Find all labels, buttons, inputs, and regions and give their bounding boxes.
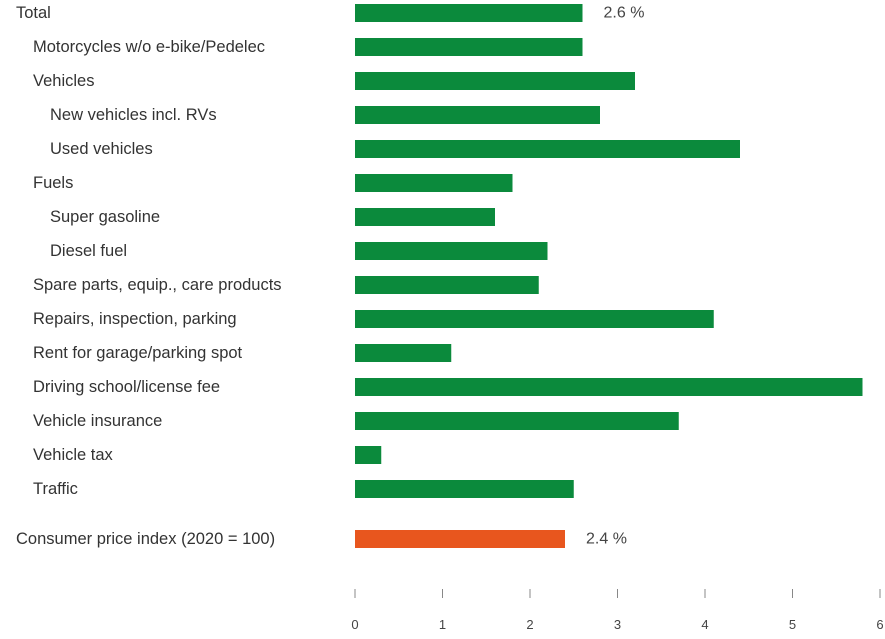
cpi-bar <box>355 530 565 548</box>
bar <box>355 140 740 158</box>
category-label: Used vehicles <box>50 140 153 158</box>
x-tick-label: 2 <box>526 617 533 632</box>
bar <box>355 38 583 56</box>
category-label: Driving school/license fee <box>33 378 220 396</box>
category-label: Consumer price index (2020 = 100) <box>16 530 275 548</box>
x-tick-label: 4 <box>701 617 708 632</box>
category-label: Vehicles <box>33 72 94 90</box>
x-tick-label: 0 <box>351 617 358 632</box>
category-label: Total <box>16 4 51 22</box>
category-label: Spare parts, equip., care products <box>33 276 282 294</box>
bar <box>355 446 382 464</box>
bar <box>355 208 495 226</box>
category-labels: Total Motorcycles w/o e-bike/Pedelec Vehic… <box>16 4 282 548</box>
category-label: Diesel fuel <box>50 242 127 260</box>
category-label: Super gasoline <box>50 208 160 226</box>
x-axis: 0 1 2 3 4 5 6 <box>351 589 884 632</box>
bars <box>355 4 863 548</box>
bar <box>355 276 539 294</box>
bar <box>355 242 548 260</box>
x-tick-label: 6 <box>876 617 883 632</box>
x-tick-label: 5 <box>789 617 796 632</box>
x-tick-label: 3 <box>614 617 621 632</box>
bar <box>355 174 513 192</box>
bar <box>355 4 583 22</box>
category-label: New vehicles incl. RVs <box>50 106 217 124</box>
bar <box>355 344 452 362</box>
bar <box>355 378 863 396</box>
bar <box>355 106 600 124</box>
category-label: Repairs, inspection, parking <box>33 310 237 328</box>
data-label: 2.4 % <box>586 531 627 548</box>
data-labels: 2.6 % 2.4 % <box>586 5 644 548</box>
category-label: Vehicle insurance <box>33 412 162 430</box>
category-label: Fuels <box>33 174 73 192</box>
bar <box>355 412 679 430</box>
category-label: Traffic <box>33 480 78 498</box>
bar <box>355 310 714 328</box>
x-tick-label: 1 <box>439 617 446 632</box>
category-label: Vehicle tax <box>33 446 114 464</box>
category-label: Motorcycles w/o e-bike/Pedelec <box>33 38 265 56</box>
data-label: 2.6 % <box>604 5 645 22</box>
bar <box>355 480 574 498</box>
category-label: Rent for garage/parking spot <box>33 344 243 362</box>
bar <box>355 72 635 90</box>
